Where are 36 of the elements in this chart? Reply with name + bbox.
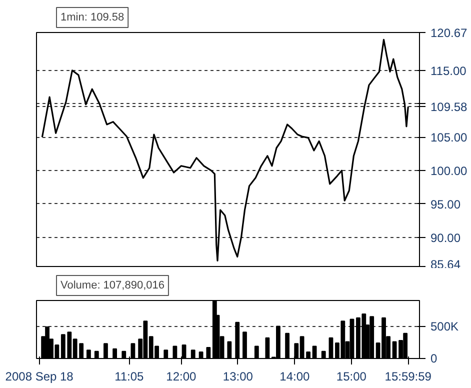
bar xyxy=(392,341,397,358)
chart-title: 1min: 109.58 xyxy=(60,12,124,24)
y-tick-label: 109.58 xyxy=(430,100,468,114)
y-tick-label: 120.67 xyxy=(430,26,468,40)
y-tick-label: 105.00 xyxy=(430,130,468,145)
bar xyxy=(206,347,211,358)
bar xyxy=(122,350,126,358)
x-tick-label: 12:00 xyxy=(166,370,197,384)
bar xyxy=(164,350,168,358)
x-tick-label: 2008 Sep 18 xyxy=(5,370,74,384)
y-tick-label: 0 xyxy=(430,352,438,366)
x-tick-label: 14:00 xyxy=(280,370,310,384)
y-tick-label: 95.00 xyxy=(430,197,461,212)
bar xyxy=(198,352,204,358)
x-tick-label: 11:05 xyxy=(114,370,144,384)
y-tick-label: 100.00 xyxy=(430,164,468,178)
bar xyxy=(104,343,108,358)
y-tick-label: 90.00 xyxy=(430,230,461,245)
bar xyxy=(112,348,118,358)
y-tick-label: 500K xyxy=(430,319,459,334)
bar xyxy=(242,332,247,358)
chart-title: Volume: 107,890,016 xyxy=(60,280,164,292)
bar xyxy=(321,350,326,358)
x-tick-label: 15:00 xyxy=(336,370,367,384)
bar xyxy=(227,341,232,358)
x-tick-label: 13:00 xyxy=(222,370,254,384)
bar xyxy=(94,350,99,358)
bar xyxy=(254,346,259,358)
bar xyxy=(265,337,270,358)
bar xyxy=(285,332,290,358)
bar xyxy=(172,346,178,358)
bar xyxy=(306,352,310,358)
y-tick-label: 115.00 xyxy=(430,64,467,78)
bar xyxy=(86,350,91,358)
bar xyxy=(190,350,196,358)
x-tick-label: 15:59:59 xyxy=(384,370,432,384)
